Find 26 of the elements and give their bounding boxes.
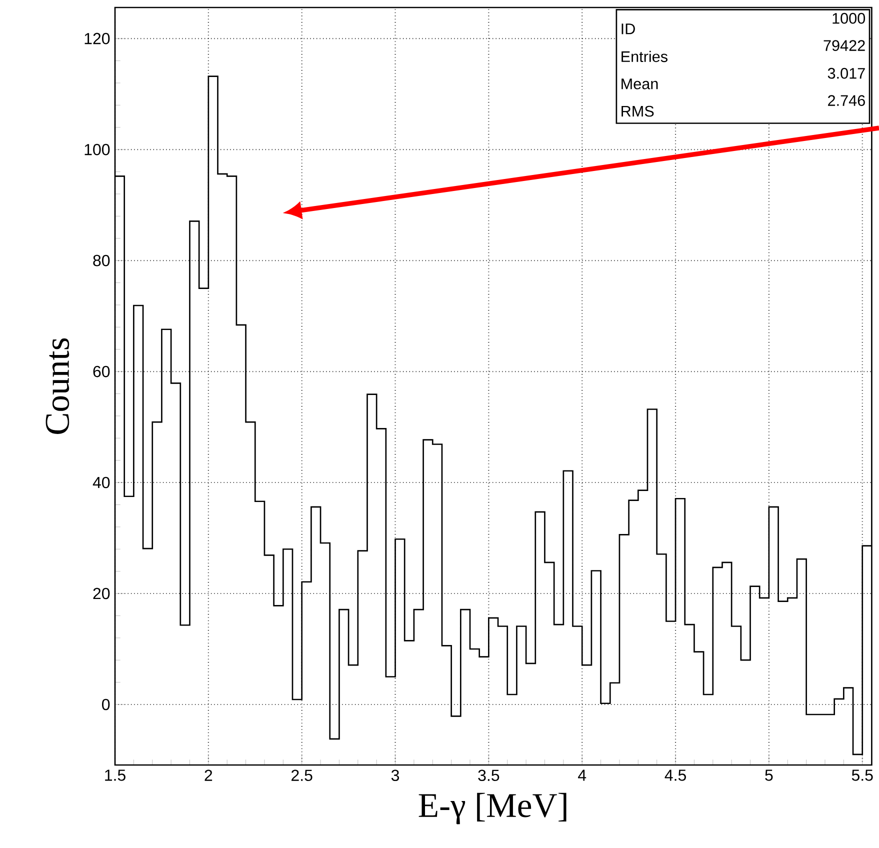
x-tick-label: 4: [578, 770, 586, 781]
annotation: 3.017: [828, 68, 865, 79]
y-tick-label: 100: [84, 144, 110, 156]
annotation: Mean: [622, 78, 658, 90]
annotation: RMS: [622, 106, 654, 117]
x-tick-label: 3.5: [478, 770, 500, 782]
annotation: Entries: [622, 50, 668, 62]
annotation: 79422: [824, 40, 865, 51]
x-tick-label: 1.5: [105, 770, 126, 781]
x-tick-label: 4.5: [664, 770, 686, 781]
x-tick-label: 5.5: [852, 770, 873, 781]
x-axis-title: E-γ [MeV]: [418, 792, 566, 824]
annotation: 1000: [832, 12, 866, 24]
annotation: ID: [622, 24, 635, 34]
x-tick-label: 2.5: [292, 770, 312, 782]
y-tick-label: 20: [93, 588, 110, 600]
y-tick-label: 120: [84, 32, 110, 44]
y-tick-label: 60: [93, 366, 110, 378]
x-tick-label: 5: [765, 770, 773, 781]
x-tick-label: 2: [204, 770, 212, 781]
annotation: 2.746: [828, 95, 865, 106]
x-tick-label: 3: [391, 770, 400, 782]
y-tick-label: 0: [102, 698, 110, 710]
y-axis-title: Counts: [46, 338, 70, 434]
y-tick-label: 80: [93, 254, 110, 266]
y-tick-label: 40: [92, 476, 110, 488]
